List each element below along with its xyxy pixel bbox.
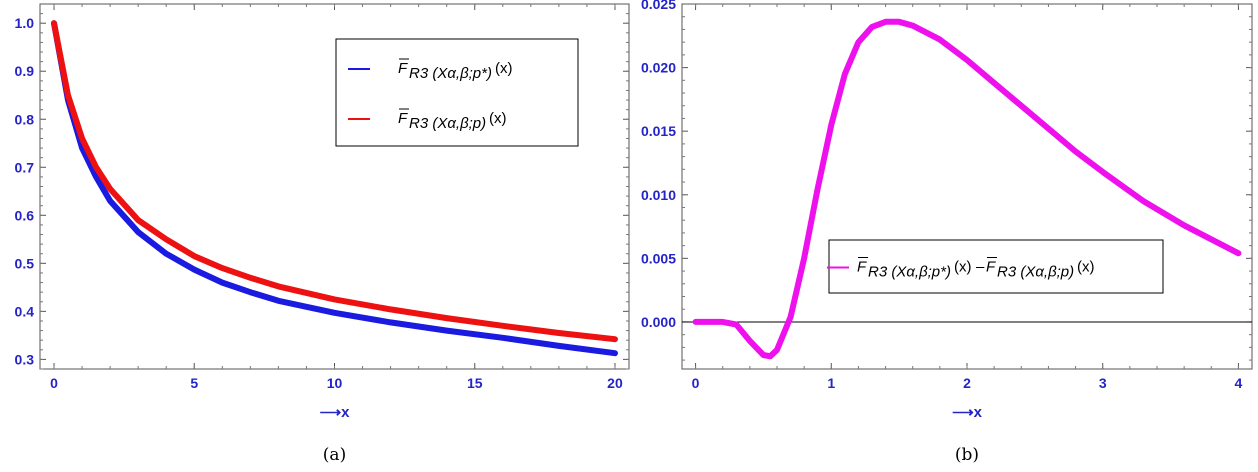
legend-label-subscript: R3 (Xα,β;p*): [409, 65, 492, 82]
legend-label-F: F: [398, 110, 408, 127]
y-tick-label: 0.7: [15, 159, 35, 175]
legend-box: [828, 239, 1164, 294]
legend-entry-1: F R3 (Xα,β;p*) (x) – F R3 (Xα,β;p) (x): [857, 257, 1095, 281]
x-tick-label: 20: [607, 375, 623, 391]
y-tick-label: 0.025: [641, 0, 676, 12]
panel-caption: (b): [955, 445, 979, 465]
x-axis-label: ⟶x: [952, 404, 983, 421]
y-tick-label: 0.5: [15, 255, 35, 271]
legend-label-argument: (x): [954, 259, 972, 276]
panel-caption: (a): [323, 445, 346, 465]
legend: F R3 (Xα,β;p*) (x) – F R3 (Xα,β;p) (x): [827, 239, 1164, 294]
y-tick-label: 0.4: [15, 303, 35, 319]
legend-entry-2: F R3 (Xα,β;p) (x): [398, 108, 507, 132]
x-tick-label: 5: [190, 375, 198, 391]
legend-entry-1: F R3 (Xα,β;p*) (x): [398, 58, 513, 82]
legend-box: [335, 38, 579, 147]
series-line-2: [51, 20, 618, 343]
x-tick-label: 10: [327, 375, 343, 391]
x-tick-label: 2: [963, 375, 971, 391]
y-tick-label: 0.6: [15, 207, 35, 223]
x-axis-label: ⟶x: [320, 404, 351, 421]
x-tick-label: 3: [1099, 375, 1107, 391]
y-tick-label: 0.3: [15, 351, 35, 367]
y-tick-label: 0.015: [641, 123, 676, 139]
legend-label-subscript: R3 (Xα,β;p): [409, 115, 486, 132]
x-tick-label: 1: [827, 375, 835, 391]
legend-label-F: F: [398, 60, 408, 77]
legend-label-F: F: [986, 259, 996, 276]
y-tick-label: 0.020: [641, 60, 676, 76]
series-line-1: [692, 18, 1242, 360]
legend-label-argument: (x): [489, 110, 507, 127]
series-line-1: [51, 20, 618, 357]
legend-label-minus: –: [976, 259, 985, 276]
legend-label-F: F: [857, 259, 867, 276]
x-tick-label: 4: [1235, 375, 1243, 391]
legend: F R3 (Xα,β;p*) (x)F R3 (Xα,β;p) (x): [335, 38, 579, 147]
panel-a: 0 5 10 15 200.30.40.50.60.70.80.91.0⟶x(a)F R3…: [15, 3, 630, 465]
panel-b: 0 1 2 3 4 0.000 0.005 0.010 0.015 0.020 0.025 ⟶x (b)…: [641, 0, 1253, 465]
x-tick-label: 0: [692, 375, 700, 391]
legend-label-argument: (x): [1077, 259, 1095, 276]
legend-label-subscript: R3 (Xα,β;p*): [868, 264, 951, 281]
x-tick-label: 15: [467, 375, 483, 391]
y-tick-label: 0.9: [15, 63, 35, 79]
y-tick-label: 0.8: [15, 111, 35, 127]
legend-label-argument: (x): [495, 60, 513, 77]
y-tick-label: 1.0: [15, 15, 35, 31]
legend-label-subscript: R3 (Xα,β;p): [997, 264, 1074, 281]
y-tick-label: 0.000: [641, 314, 676, 330]
y-tick-label: 0.005: [641, 250, 676, 266]
y-tick-label: 0.010: [641, 187, 676, 203]
x-tick-label: 0: [50, 375, 58, 391]
